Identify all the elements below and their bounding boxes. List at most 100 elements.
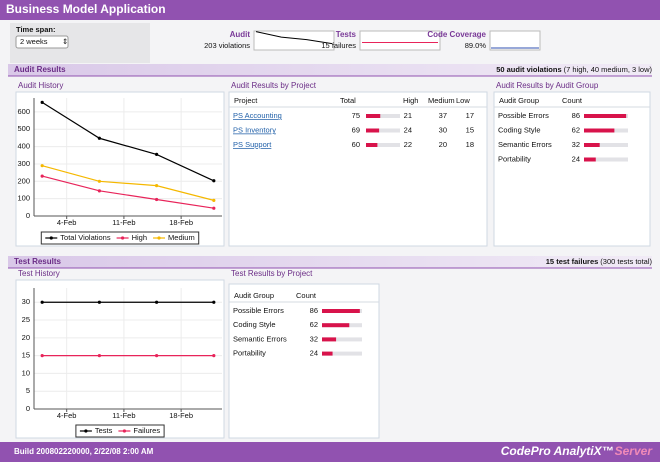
cell-value: 24 <box>404 125 412 134</box>
cell-value: 32 <box>310 334 318 343</box>
data-point <box>155 300 159 304</box>
cell-value: 75 <box>352 111 360 120</box>
bar <box>366 128 380 133</box>
select-arrow: ⇕ <box>62 37 68 46</box>
cell-value: 18 <box>466 140 474 149</box>
row-label[interactable]: PS Accounting <box>233 111 282 120</box>
brand: CodePro AnalytiX™ <box>501 444 614 458</box>
row-label: Possible Errors <box>498 111 549 120</box>
bar-track <box>584 157 628 162</box>
metric-label: Audit <box>230 30 251 39</box>
bar <box>584 143 600 147</box>
bar <box>322 337 337 342</box>
series-line <box>42 165 214 201</box>
data-point <box>97 354 101 358</box>
data-point <box>40 164 44 168</box>
data-point <box>212 206 216 210</box>
metric-value: 89.0% <box>465 41 487 50</box>
y-tick-label: 600 <box>17 107 30 116</box>
timespan-value: 2 weeks <box>20 37 48 46</box>
y-tick-label: 400 <box>17 142 30 151</box>
y-tick-label: 20 <box>22 333 30 342</box>
y-tick-label: 30 <box>22 297 30 306</box>
data-point <box>40 300 44 304</box>
legend-dot <box>49 236 53 240</box>
cell-value: 17 <box>466 111 474 120</box>
x-tick-label: 4-Feb <box>57 411 77 420</box>
timespan-select[interactable] <box>15 35 69 49</box>
y-tick-label: 15 <box>22 351 30 360</box>
row-label[interactable]: PS Support <box>233 140 272 149</box>
row-label: Portability <box>498 154 531 163</box>
legend-label: Medium <box>168 233 195 242</box>
column-header: Project <box>234 96 258 105</box>
data-point <box>212 354 216 358</box>
row-label: Possible Errors <box>233 306 284 315</box>
bar <box>366 114 381 118</box>
x-tick-label: 4-Feb <box>57 218 77 227</box>
legend-label: Failures <box>133 426 160 435</box>
cell-value: 62 <box>310 320 318 329</box>
data-point <box>40 100 44 104</box>
x-tick-label: 11-Feb <box>112 218 135 227</box>
metric-label: Tests <box>336 30 357 39</box>
bar <box>366 143 378 147</box>
y-tick-label: 200 <box>17 176 30 185</box>
row-label: Semantic Errors <box>233 334 287 343</box>
y-tick-label: 10 <box>22 368 30 377</box>
data-point <box>40 354 44 358</box>
x-tick-label: 18-Feb <box>169 218 193 227</box>
data-point <box>212 300 216 304</box>
row-label: Coding Style <box>498 125 541 134</box>
cell-value: 21 <box>404 111 412 120</box>
row-label: Portability <box>233 349 266 358</box>
bar-track <box>584 143 628 147</box>
column-header: Total <box>340 96 356 105</box>
section-summary-detail: (300 tests total) <box>600 257 652 266</box>
bar <box>584 157 596 162</box>
section-summary: 50 audit violations <box>496 65 561 74</box>
data-point <box>155 152 159 156</box>
cell-value: 37 <box>439 111 447 120</box>
timespan-label: Time span: <box>16 25 55 34</box>
legend-label: Tests <box>95 426 113 435</box>
section-title: Audit Results <box>14 65 66 74</box>
data-point <box>97 179 101 183</box>
data-point <box>212 198 216 202</box>
y-tick-label: 100 <box>17 194 30 203</box>
cell-value: 20 <box>439 140 447 149</box>
cell-value: 22 <box>404 140 412 149</box>
panel-title: Audit Results by Project <box>231 81 317 90</box>
bar <box>584 128 615 133</box>
cell-value: 62 <box>572 125 580 134</box>
footer-bar <box>0 442 660 462</box>
legend-dot <box>157 236 161 240</box>
row-label: Coding Style <box>233 320 276 329</box>
bar <box>322 351 333 356</box>
cell-value: 86 <box>572 111 580 120</box>
tests-sparkline-box <box>359 30 441 51</box>
series-line <box>42 175 214 209</box>
y-tick-label: 5 <box>26 386 30 395</box>
panel-title: Audit Results by Audit Group <box>496 81 599 90</box>
column-header: Audit Group <box>499 96 539 105</box>
cell-value: 24 <box>572 154 580 163</box>
y-tick-label: 0 <box>26 211 30 220</box>
cell-value: 60 <box>352 140 360 149</box>
app-title: Business Model Application <box>6 2 166 16</box>
row-label: Semantic Errors <box>498 140 552 149</box>
cell-value: 86 <box>310 306 318 315</box>
row-label[interactable]: PS Inventory <box>233 125 276 134</box>
audit-sparkline <box>255 31 333 45</box>
metric-label: Code Coverage <box>427 30 486 39</box>
section-summary: 15 test failures <box>546 257 599 266</box>
y-tick-label: 300 <box>17 159 30 168</box>
data-point <box>155 184 159 188</box>
section-summary-detail: (7 high, 40 medium, 3 low) <box>564 65 653 74</box>
cell-value: 69 <box>352 125 360 134</box>
data-point <box>97 189 101 193</box>
data-point <box>97 300 101 304</box>
series-line <box>41 101 215 182</box>
cell-value: 32 <box>572 140 580 149</box>
